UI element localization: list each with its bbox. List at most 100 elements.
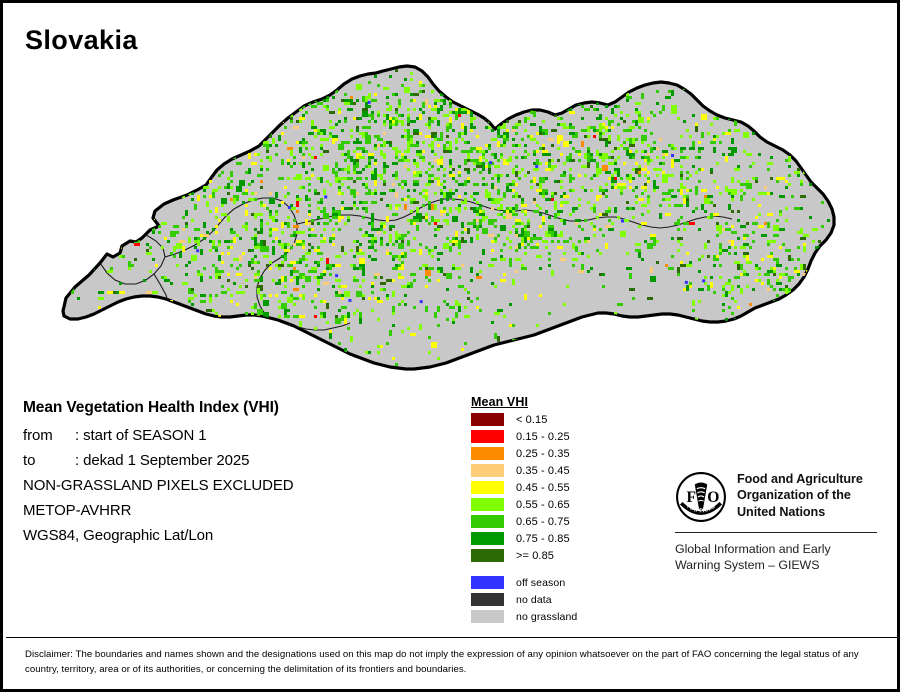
vhi-pixel bbox=[770, 192, 773, 195]
vhi-pixel bbox=[728, 69, 731, 75]
vhi-pixel bbox=[395, 207, 398, 210]
vhi-pixel bbox=[773, 258, 776, 261]
vhi-pixel bbox=[833, 75, 834, 78]
vhi-pixel bbox=[368, 240, 371, 243]
vhi-pixel bbox=[209, 240, 212, 243]
vhi-pixel bbox=[335, 123, 338, 126]
vhi-pixel bbox=[314, 135, 317, 138]
vhi-pixel bbox=[152, 291, 155, 294]
vhi-pixel bbox=[518, 243, 521, 249]
legend-row[interactable]: 0.15 - 0.25 bbox=[471, 430, 656, 443]
vhi-pixel bbox=[347, 150, 350, 156]
vhi-pixel bbox=[677, 69, 680, 72]
legend-row[interactable]: 0.45 - 0.55 bbox=[471, 481, 656, 494]
vhi-pixel bbox=[212, 189, 218, 192]
vhi-pixel bbox=[179, 324, 185, 327]
vhi-pixel bbox=[353, 162, 356, 165]
vhi-pixel bbox=[470, 195, 473, 198]
vhi-pixel bbox=[581, 186, 584, 189]
vhi-pixel bbox=[320, 258, 323, 261]
vhi-pixel bbox=[119, 336, 122, 339]
vhi-pixel bbox=[362, 201, 365, 204]
vhi-pixel bbox=[356, 126, 359, 129]
vhi-pixel bbox=[263, 300, 269, 306]
vhi-pixel bbox=[230, 117, 233, 120]
vhi-pixel bbox=[131, 237, 134, 240]
vhi-pixel bbox=[278, 135, 281, 141]
vhi-pixel bbox=[356, 207, 359, 210]
vhi-pixel bbox=[308, 228, 311, 231]
info-to-value: : dekad 1 September 2025 bbox=[75, 452, 250, 469]
vhi-pixel bbox=[479, 270, 482, 273]
legend-row[interactable]: off season bbox=[471, 576, 656, 589]
vhi-pixel bbox=[428, 252, 431, 255]
map-canvas[interactable] bbox=[3, 58, 897, 388]
vhi-pixel bbox=[275, 360, 278, 363]
legend-row[interactable]: 0.75 - 0.85 bbox=[471, 532, 656, 545]
vhi-pixel bbox=[218, 270, 224, 273]
vhi-pixel bbox=[206, 309, 212, 312]
vhi-pixel bbox=[629, 207, 632, 210]
vhi-pixel bbox=[779, 90, 782, 93]
vhi-pixel bbox=[605, 243, 608, 249]
vhi-pixel bbox=[779, 276, 782, 279]
vhi-pixel bbox=[767, 288, 770, 291]
vhi-pixel bbox=[317, 192, 320, 195]
vhi-pixel bbox=[374, 120, 377, 123]
vhi-pixel bbox=[719, 141, 722, 144]
vhi-pixel bbox=[308, 198, 311, 201]
vhi-pixel bbox=[653, 168, 656, 171]
vhi-pixel bbox=[359, 258, 365, 264]
vhi-pixel bbox=[224, 240, 230, 243]
vhi-pixel bbox=[413, 201, 419, 204]
vhi-pixel bbox=[731, 138, 734, 144]
vhi-pixel bbox=[353, 240, 356, 243]
vhi-pixel bbox=[290, 120, 293, 123]
vhi-pixel bbox=[26, 279, 29, 282]
vhi-pixel bbox=[509, 303, 512, 306]
vhi-pixel bbox=[671, 90, 674, 96]
vhi-pixel bbox=[431, 249, 434, 252]
vhi-pixel bbox=[608, 207, 611, 210]
legend-row[interactable]: < 0.15 bbox=[471, 413, 656, 426]
vhi-pixel bbox=[506, 96, 512, 99]
vhi-pixel bbox=[638, 252, 641, 258]
vhi-pixel bbox=[584, 93, 587, 96]
vhi-pixel bbox=[491, 186, 494, 189]
fao-divider bbox=[675, 532, 877, 533]
vhi-pixel bbox=[551, 225, 554, 228]
vhi-pixel bbox=[551, 144, 554, 147]
vhi-pixel bbox=[221, 141, 224, 144]
vhi-pixel bbox=[491, 321, 494, 324]
vhi-pixel bbox=[410, 72, 413, 75]
vhi-pixel bbox=[173, 177, 176, 183]
vhi-pixel bbox=[398, 243, 404, 249]
vhi-pixel-off-season bbox=[795, 155, 799, 159]
legend-row[interactable]: no data bbox=[471, 593, 656, 606]
vhi-pixel bbox=[776, 264, 782, 267]
vhi-pixel bbox=[443, 102, 446, 105]
vhi-pixel bbox=[443, 300, 446, 303]
legend-row[interactable]: 0.65 - 0.75 bbox=[471, 515, 656, 528]
legend-row[interactable]: 0.55 - 0.65 bbox=[471, 498, 656, 511]
vhi-pixel bbox=[602, 213, 608, 216]
vhi-pixel bbox=[722, 366, 725, 369]
vhi-pixel bbox=[353, 165, 356, 171]
legend-row[interactable]: 0.35 - 0.45 bbox=[471, 464, 656, 477]
vhi-pixel bbox=[218, 147, 221, 150]
legend-row[interactable]: >= 0.85 bbox=[471, 549, 656, 562]
vhi-pixel bbox=[155, 144, 158, 147]
vhi-pixel bbox=[497, 201, 500, 204]
vhi-pixel bbox=[203, 147, 206, 150]
legend-row[interactable]: 0.25 - 0.35 bbox=[471, 447, 656, 460]
slovakia-map-svg[interactable] bbox=[3, 58, 897, 388]
vhi-pixel bbox=[296, 282, 299, 285]
vhi-pixel bbox=[545, 246, 548, 249]
vhi-pixel bbox=[374, 276, 377, 279]
vhi-pixel bbox=[284, 291, 287, 294]
vhi-pixel bbox=[401, 330, 404, 333]
legend-row[interactable]: no grassland bbox=[471, 610, 656, 623]
vhi-pixel bbox=[578, 198, 581, 201]
vhi-pixel bbox=[260, 180, 263, 183]
vhi-pixel bbox=[527, 171, 530, 174]
